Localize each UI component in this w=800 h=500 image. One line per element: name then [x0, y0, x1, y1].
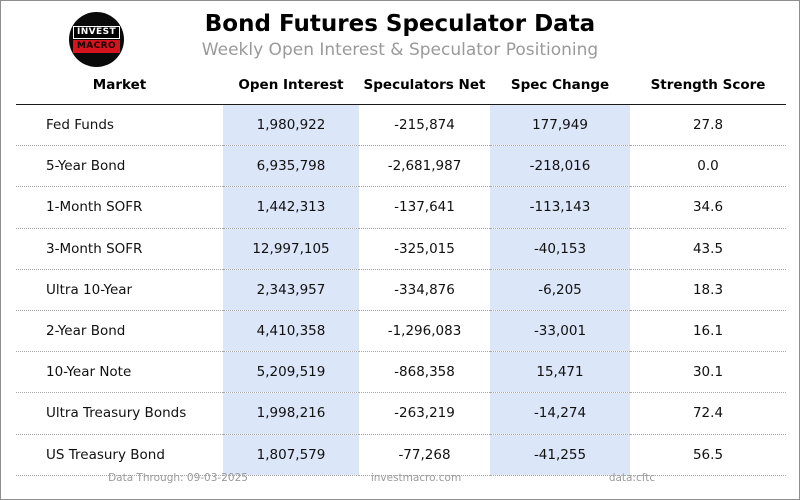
invest-macro-logo: INVEST MACRO	[69, 12, 124, 67]
cell-spec-change: -218,016	[490, 145, 630, 188]
cell-speculators-net: -334,876	[359, 269, 490, 311]
cell-open-interest: 1,980,922	[223, 104, 359, 147]
footer-website: investmacro.com	[370, 472, 462, 484]
cell-strength-score: 34.6	[630, 186, 786, 229]
cell-open-interest: 12,997,105	[223, 228, 359, 270]
cell-market: Ultra 10-Year	[16, 269, 223, 311]
cell-strength-score: 18.3	[630, 269, 786, 311]
table-row: 1-Month SOFR 1,442,313 -137,641 -113,143 34.…	[16, 186, 786, 229]
page-title: Bond Futures Speculator Data	[204, 11, 596, 37]
footer-data-source: data:cftc	[608, 472, 656, 484]
cell-strength-score: 0.0	[630, 145, 786, 188]
cell-strength-score: 72.4	[630, 392, 786, 435]
table-row: 3-Month SOFR 12,997,105 -325,015 -40,153 43.…	[16, 228, 786, 270]
logo-macro-text: MACRO	[72, 40, 121, 53]
footer-data-through: Data Through: 09-03-2025	[108, 472, 248, 484]
cell-speculators-net: -215,874	[359, 104, 490, 147]
cell-strength-score: 27.8	[630, 104, 786, 147]
cell-open-interest: 1,998,216	[223, 392, 359, 435]
cell-speculators-net: -2,681,987	[359, 145, 490, 188]
cell-open-interest: 6,935,798	[223, 145, 359, 188]
cell-market: 3-Month SOFR	[16, 228, 223, 270]
cell-speculators-net: -263,219	[359, 392, 490, 435]
column-header-market: Market	[16, 69, 223, 105]
cell-market: 2-Year Bond	[16, 310, 223, 353]
table-header-row: Market Open Interest Speculators Net Spe…	[16, 69, 786, 105]
speculator-data-table: Market Open Interest Speculators Net Spe…	[16, 69, 786, 476]
cell-open-interest: 5,209,519	[223, 351, 359, 394]
cell-open-interest: 2,343,957	[223, 269, 359, 311]
column-header-strength-score: Strength Score	[630, 69, 786, 105]
cell-speculators-net: -137,641	[359, 186, 490, 229]
cell-spec-change: 177,949	[490, 104, 630, 147]
cell-spec-change: -6,205	[490, 269, 630, 311]
cell-speculators-net: -325,015	[359, 228, 490, 270]
cell-market: Fed Funds	[16, 104, 223, 147]
cell-strength-score: 30.1	[630, 351, 786, 394]
table-row: Ultra Treasury Bonds 1,998,216 -263,219 -14…	[16, 392, 786, 435]
table-row: 10-Year Note 5,209,519 -868,358 15,471 30.1	[16, 351, 786, 394]
cell-market: 1-Month SOFR	[16, 186, 223, 229]
cell-spec-change: -41,255	[490, 434, 630, 476]
table-row: Ultra 10-Year 2,343,957 -334,876 -6,205 18.3	[16, 269, 786, 311]
cell-spec-change: -40,153	[490, 228, 630, 270]
cell-market: US Treasury Bond	[16, 434, 223, 476]
cell-open-interest: 1,807,579	[223, 434, 359, 476]
cell-market: 5-Year Bond	[16, 145, 223, 188]
table-row: 2-Year Bond 4,410,358 -1,296,083 -33,001 16.…	[16, 310, 786, 353]
cell-strength-score: 16.1	[630, 310, 786, 353]
column-header-speculators-net: Speculators Net	[359, 69, 490, 105]
cell-spec-change: -33,001	[490, 310, 630, 353]
column-header-spec-change: Spec Change	[490, 69, 630, 105]
logo-invest-text: INVEST	[72, 26, 120, 39]
table-row: 5-Year Bond 6,935,798 -2,681,987 -218,016 0.…	[16, 145, 786, 188]
page-subtitle: Weekly Open Interest & Speculator Positi…	[201, 40, 599, 60]
cell-open-interest: 1,442,313	[223, 186, 359, 229]
table-body: Fed Funds 1,980,922 -215,874 177,949 27.8 5-Y…	[16, 104, 786, 476]
cell-strength-score: 56.5	[630, 434, 786, 476]
cell-strength-score: 43.5	[630, 228, 786, 270]
table-row: Fed Funds 1,980,922 -215,874 177,949 27.8	[16, 104, 786, 147]
cell-open-interest: 4,410,358	[223, 310, 359, 353]
table-row: US Treasury Bond 1,807,579 -77,268 -41,255 5…	[16, 434, 786, 476]
cell-speculators-net: -77,268	[359, 434, 490, 476]
cell-spec-change: -14,274	[490, 392, 630, 435]
cell-speculators-net: -868,358	[359, 351, 490, 394]
column-header-open-interest: Open Interest	[223, 69, 359, 105]
cell-spec-change: -113,143	[490, 186, 630, 229]
cell-market: 10-Year Note	[16, 351, 223, 394]
cell-spec-change: 15,471	[490, 351, 630, 394]
cell-speculators-net: -1,296,083	[359, 310, 490, 353]
cell-market: Ultra Treasury Bonds	[16, 392, 223, 435]
